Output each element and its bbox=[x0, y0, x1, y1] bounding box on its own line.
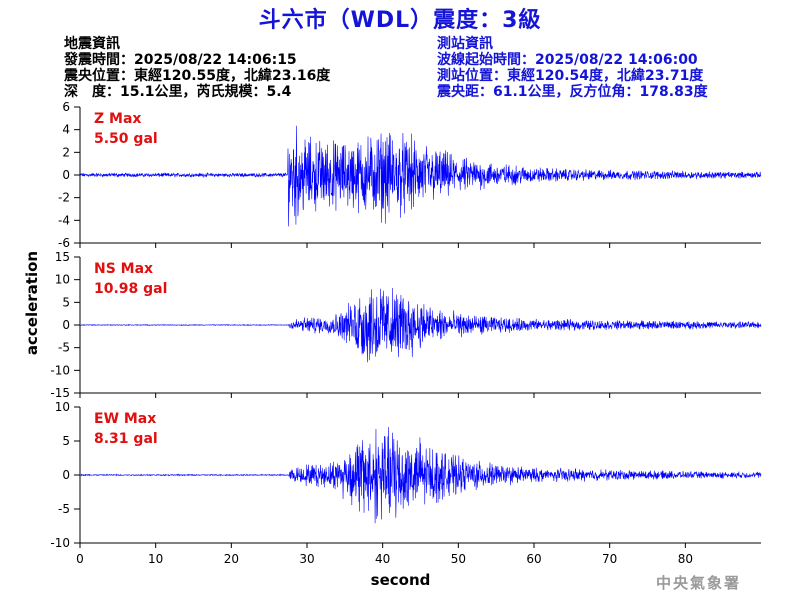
z-max-label: Z Max bbox=[94, 111, 141, 127]
ew-y-tick-label: 0 bbox=[62, 468, 70, 482]
x-tick-label: 10 bbox=[148, 552, 163, 566]
z-max-value: 5.50 gal bbox=[94, 131, 158, 147]
ew-max-label: EW Max bbox=[94, 411, 156, 427]
ew-y-tick-label: -10 bbox=[50, 536, 70, 550]
ew-y-tick-label: -5 bbox=[58, 502, 70, 516]
x-tick-label: 60 bbox=[526, 552, 541, 566]
x-tick-label: 20 bbox=[224, 552, 239, 566]
z-y-tick-label: -6 bbox=[58, 236, 70, 250]
quake-info-heading: 地震資訊 bbox=[64, 36, 120, 52]
quake-info: 地震資訊 發震時間：2025/08/22 14:06:15 震央位置：東經120… bbox=[64, 36, 330, 100]
watermark: 中央氣象署 bbox=[656, 574, 742, 592]
x-tick-label: 50 bbox=[451, 552, 466, 566]
x-tick-label: 30 bbox=[299, 552, 314, 566]
ns-y-tick-label: -5 bbox=[58, 341, 70, 355]
ns-y-tick-label: -10 bbox=[50, 363, 70, 377]
x-tick-label: 40 bbox=[375, 552, 390, 566]
ew-y-tick-label: 5 bbox=[62, 434, 70, 448]
ns-waveform-trace bbox=[79, 288, 762, 363]
ns-y-tick-label: 15 bbox=[55, 250, 70, 264]
y-axis-title: acceleration bbox=[23, 251, 41, 355]
depth-magnitude: 深 度：15.1公里，芮氏規模：5.4 bbox=[64, 84, 292, 100]
ew-y-tick-label: 10 bbox=[55, 400, 70, 414]
z-y-tick-label: -4 bbox=[58, 213, 70, 227]
x-tick-label: 80 bbox=[678, 552, 693, 566]
z-y-tick-label: 0 bbox=[62, 168, 70, 182]
station-info: 測站資訊 波線起始時間：2025/08/22 14:06:00 測站位置：東經1… bbox=[437, 36, 708, 100]
ns-y-tick-label: 0 bbox=[62, 318, 70, 332]
ns-y-tick-label: -15 bbox=[50, 386, 70, 400]
x-tick-label: 70 bbox=[602, 552, 617, 566]
station-location: 測站位置：東經120.54度，北緯23.71度 bbox=[437, 68, 704, 84]
ew-max-value: 8.31 gal bbox=[94, 431, 158, 447]
station-info-heading: 測站資訊 bbox=[437, 36, 493, 52]
wave-start-time: 波線起始時間：2025/08/22 14:06:00 bbox=[437, 52, 698, 68]
z-y-tick-label: 6 bbox=[62, 100, 70, 114]
z-y-tick-label: 4 bbox=[62, 123, 70, 137]
x-tick-label: 0 bbox=[76, 552, 84, 566]
ew-waveform-trace bbox=[79, 426, 762, 524]
z-waveform-trace bbox=[79, 125, 762, 227]
ns-y-tick-label: 5 bbox=[62, 295, 70, 309]
epicenter: 震央位置：東經120.55度，北緯23.16度 bbox=[64, 68, 331, 84]
chart-title: 斗六市（WDL）震度：3級 bbox=[258, 8, 542, 33]
x-axis-title: second bbox=[371, 571, 431, 589]
ns-max-label: NS Max bbox=[94, 261, 153, 277]
origin-time: 發震時間：2025/08/22 14:06:15 bbox=[64, 52, 297, 68]
ns-y-tick-label: 10 bbox=[55, 273, 70, 287]
ns-max-value: 10.98 gal bbox=[94, 281, 167, 297]
z-y-tick-label: -2 bbox=[58, 191, 70, 205]
distance-azimuth: 震央距：61.1公里，反方位角：178.83度 bbox=[437, 84, 708, 100]
z-y-tick-label: 2 bbox=[62, 145, 70, 159]
